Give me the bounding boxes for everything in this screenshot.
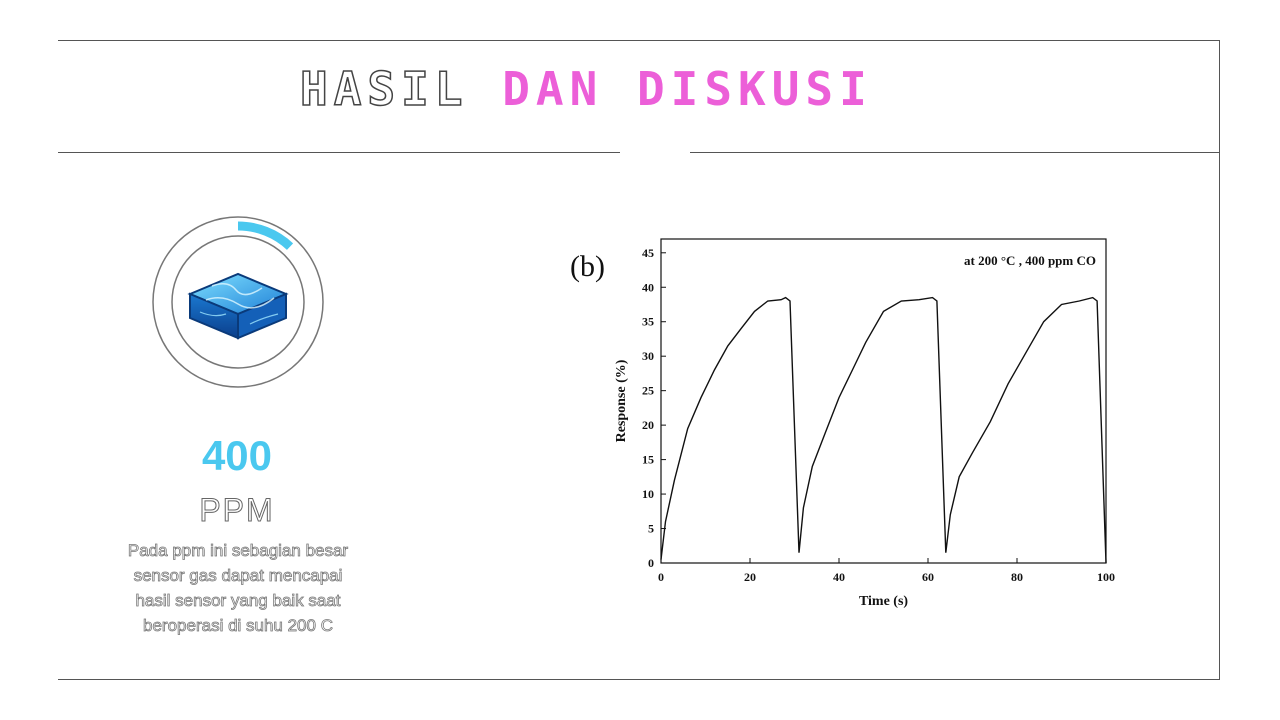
y-tick-label: 40 (642, 280, 654, 294)
y-tick-label: 20 (642, 418, 654, 432)
right-rule (1219, 40, 1220, 680)
bottom-rule (58, 679, 1220, 680)
plot-frame (660, 238, 1107, 564)
y-tick-label: 15 (642, 453, 654, 467)
y-tick-label: 0 (648, 556, 654, 570)
title-part-1: HASIL (299, 61, 469, 117)
progress-gauge (152, 216, 324, 388)
stat-unit: PPM (199, 492, 275, 529)
x-tick-label: 80 (1011, 570, 1023, 584)
response-series-line (660, 296, 1107, 564)
axis-ticks: 0 20 40 60 80 100 0 5 10 15 20 25 30 35 40 45 (642, 246, 1115, 584)
header-rule-left (58, 152, 620, 153)
x-tick-label: 60 (922, 570, 934, 584)
x-tick-label: 20 (744, 570, 756, 584)
stat-value: 400 (201, 432, 273, 479)
y-tick-label: 10 (642, 487, 654, 501)
header-rule-right (690, 152, 1220, 153)
blue-water-cube-icon (187, 272, 289, 340)
chart-annotation: at 200 °C , 400 ppm CO (964, 253, 1096, 268)
slide-title: HASIL DAN DISKUSI (299, 61, 1000, 122)
top-rule (58, 40, 1220, 41)
chart-panel-label: (b) (570, 250, 605, 283)
y-tick-label: 45 (642, 246, 654, 260)
x-tick-label: 0 (658, 570, 664, 584)
x-axis-label: Time (s) (859, 594, 908, 609)
y-tick-label: 35 (642, 315, 654, 329)
gauge-fill-arc (237, 221, 294, 250)
gauge-inner-ring (171, 235, 305, 369)
y-axis-label: Response (%) (614, 359, 629, 442)
title-part-2: DAN DISKUSI (502, 62, 873, 116)
y-tick-label: 5 (648, 522, 654, 536)
y-tick-label: 30 (642, 349, 654, 363)
x-tick-label: 40 (833, 570, 845, 584)
x-tick-label: 100 (1097, 570, 1115, 584)
stat-description: Pada ppm ini sebagian besar sensor gas d… (127, 541, 349, 636)
gauge-outer-ring (152, 216, 324, 388)
y-tick-label: 25 (642, 384, 654, 398)
